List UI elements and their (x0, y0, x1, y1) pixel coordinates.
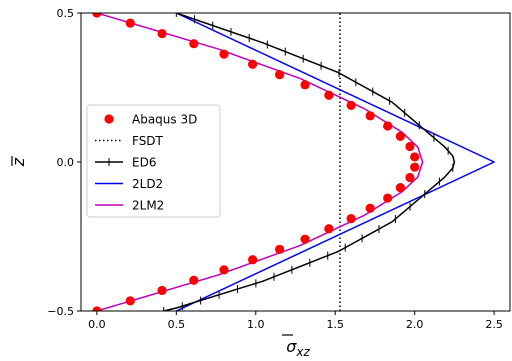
series-line-2ld2 (175, 13, 495, 311)
data-point (157, 285, 167, 296)
data-point (157, 28, 167, 39)
legend-items: Abaqus 3D FSDT ED6 2LD2 2LM2 (95, 113, 197, 213)
legend-label: Abaqus 3D (132, 113, 197, 127)
series-abaqus-3d (92, 13, 420, 311)
legend-entry: FSDT (95, 134, 164, 148)
series-markers-ed6 (163, 13, 454, 311)
x-tick-label: 0.5 (168, 318, 186, 331)
data-point (125, 296, 135, 306)
y-tick-label: 0.5 (57, 7, 75, 20)
legend-label: 2LD2 (132, 177, 163, 191)
data-point (189, 275, 199, 285)
data-point (410, 152, 420, 162)
data-point (219, 49, 229, 59)
x-axis-label-text: σxz (286, 337, 310, 359)
data-point (125, 18, 135, 28)
data-point (300, 234, 310, 244)
legend-entry: Abaqus 3D (104, 113, 197, 127)
data-point (275, 244, 285, 254)
data-point (248, 59, 258, 69)
data-point (346, 214, 356, 224)
data-point (324, 224, 334, 234)
data-point (395, 131, 405, 141)
data-point (383, 193, 393, 203)
data-point (248, 255, 258, 265)
series-layer (92, 13, 495, 311)
data-point (365, 203, 375, 213)
legend: Abaqus 3D FSDT ED6 2LD2 2LM2 (86, 104, 221, 218)
data-point (383, 121, 393, 131)
legend-label: ED6 (132, 156, 156, 170)
legend-entry: ED6 (95, 156, 156, 170)
series-line-ed6 (163, 13, 456, 311)
x-tick-label: 0.0 (88, 318, 106, 331)
data-point (365, 111, 375, 121)
x-tick-label: 2.0 (406, 318, 424, 331)
data-point (405, 141, 415, 152)
data-point (189, 39, 199, 49)
legend-entry: 2LM2 (95, 199, 164, 213)
x-tick-label: 2.5 (485, 318, 503, 331)
data-point (300, 80, 310, 90)
legend-entry: 2LD2 (95, 177, 163, 191)
legend-label: 2LM2 (132, 199, 164, 213)
data-point (92, 13, 102, 18)
legend-label: FSDT (132, 134, 164, 148)
legend-marker (104, 114, 114, 124)
y-tick-label: −0.5 (47, 305, 74, 318)
y-tick-label: 0.0 (57, 156, 75, 169)
data-point (405, 172, 415, 183)
data-point (346, 100, 356, 110)
data-point (324, 90, 334, 100)
y-ticks: −0.5 0.0 0.5 (47, 7, 81, 318)
y-axis-label: z (9, 156, 28, 167)
x-axis-label: σxz (282, 334, 310, 359)
legend-box (86, 104, 221, 218)
x-ticks: 0.0 0.5 1.0 1.5 2.0 2.5 (88, 311, 503, 331)
data-point (410, 162, 420, 172)
data-point (219, 265, 229, 275)
data-point (275, 70, 285, 80)
data-point (395, 183, 405, 193)
y-axis-label-text: z (9, 157, 28, 167)
series-line-2lm2 (96, 13, 424, 311)
x-tick-label: 1.5 (326, 318, 344, 331)
data-point (92, 306, 102, 311)
x-tick-label: 1.0 (247, 318, 265, 331)
